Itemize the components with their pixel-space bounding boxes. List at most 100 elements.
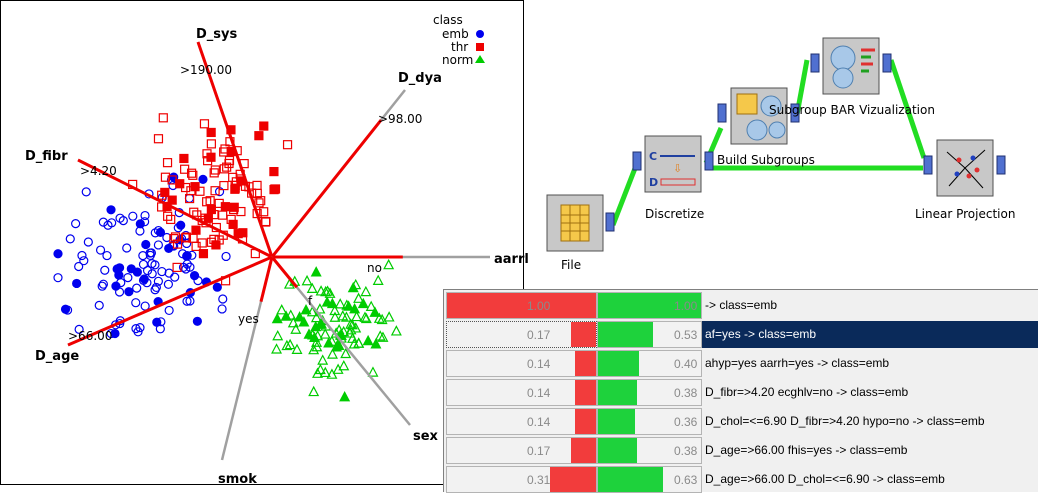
linear-projection-plot[interactable]: D_sys >190.00 D_dya >98.00 D_fibr >4.20 … xyxy=(0,0,530,491)
rule-row[interactable]: 0.17 0.38 D_age=>66.00 fhis=yes -> class=e… xyxy=(444,435,1038,466)
rule-row[interactable]: 0.31 0.63 D_age=>66.00 D_chol=<=6.90 -> cl… xyxy=(444,464,1038,495)
data-point-norm xyxy=(310,266,322,277)
rule-row[interactable]: 0.14 0.38 D_fibr=>4.20 ecghlv=no -> class=… xyxy=(444,377,1038,408)
projection-input-port[interactable] xyxy=(923,155,933,175)
data-point-emb xyxy=(118,216,128,226)
data-point-thr xyxy=(219,147,229,157)
data-point-norm xyxy=(324,287,336,298)
anchor-value-d-dya: >98.00 xyxy=(378,112,422,126)
data-point-thr xyxy=(203,213,213,223)
data-point-emb xyxy=(106,328,116,339)
data-point-thr xyxy=(190,182,200,192)
data-point-thr xyxy=(158,113,168,123)
confidence-value: 0.38 xyxy=(674,386,698,400)
data-point-norm xyxy=(390,325,402,336)
subgroups-input-port[interactable] xyxy=(717,103,727,123)
data-point-emb xyxy=(74,324,84,334)
confidence-bar xyxy=(598,438,638,463)
data-point-thr xyxy=(236,206,246,217)
data-point-thr xyxy=(210,186,220,196)
data-point-emb xyxy=(140,210,150,221)
data-point-norm xyxy=(383,258,395,270)
support-value: 0.14 xyxy=(527,357,551,371)
support-value: 0.17 xyxy=(527,328,551,342)
data-point-emb xyxy=(122,243,132,253)
data-point-emb xyxy=(153,240,164,250)
rule-text: ahyp=yes aarrh=yes -> class=emb xyxy=(705,356,890,370)
legend-label-norm: norm xyxy=(442,53,473,67)
projection-output-port[interactable] xyxy=(996,155,1006,175)
data-point-emb xyxy=(131,298,141,308)
data-point-thr xyxy=(205,196,215,206)
rule-row[interactable]: 0.14 0.36 D_chol=<=6.90 D_fibr=>4.20 hypo=… xyxy=(444,406,1038,437)
data-point-emb xyxy=(94,300,104,310)
anchor-axis-highlight xyxy=(270,256,298,289)
data-point-thr xyxy=(199,119,210,129)
bar-output-port[interactable] xyxy=(882,53,892,73)
support-value: 1.00 xyxy=(527,299,551,313)
plot-frame xyxy=(0,0,524,485)
rule-row[interactable]: 0.14 0.40 ahyp=yes aarrh=yes -> class=emb xyxy=(444,348,1038,379)
support-cell: 1.00 xyxy=(446,292,597,319)
legend-marker-emb xyxy=(476,30,484,38)
data-point-emb xyxy=(164,243,174,254)
data-point-thr xyxy=(180,233,191,243)
anchor-axis-highlight xyxy=(196,41,274,258)
bar-input-port[interactable] xyxy=(810,53,820,73)
data-point-thr xyxy=(191,225,201,235)
confidence-cell: 0.38 xyxy=(597,379,702,406)
data-point-emb xyxy=(187,250,197,260)
discretize-input-port[interactable] xyxy=(632,151,642,171)
widget-linear-projection[interactable]: Linear Projection xyxy=(915,139,1015,221)
data-point-norm xyxy=(369,306,381,317)
data-point-emb xyxy=(114,287,125,297)
data-point-emb xyxy=(162,232,172,243)
rule-row[interactable]: 0.17 0.53 af=yes -> class=emb xyxy=(444,319,1038,350)
data-point-norm xyxy=(314,318,326,329)
data-point-norm xyxy=(383,311,395,322)
discretize-output-port[interactable] xyxy=(704,151,714,171)
widget-build-subgroups[interactable]: Build Subgroups xyxy=(717,87,815,167)
support-bar xyxy=(575,380,596,405)
widget-subgroup-bar[interactable]: Subgroup BAR Vizualization xyxy=(769,37,935,117)
data-point-norm xyxy=(301,274,313,286)
confidence-value: 0.38 xyxy=(674,444,698,458)
data-point-thr xyxy=(270,184,281,194)
data-point-norm xyxy=(306,282,318,294)
data-point-norm xyxy=(340,347,352,359)
data-point-emb xyxy=(139,274,149,284)
subgroups-output-port[interactable] xyxy=(790,103,800,123)
anchor-label-d-age: D_age xyxy=(35,349,79,364)
file-output-port[interactable] xyxy=(605,212,615,232)
projection-icon xyxy=(946,149,986,189)
support-value: 0.14 xyxy=(527,386,551,400)
data-point-thr xyxy=(254,198,264,208)
support-bar xyxy=(570,322,596,347)
confidence-cell: 1.00 xyxy=(597,292,702,319)
support-bar xyxy=(570,438,596,463)
anchor-value-smok: yes xyxy=(238,312,259,326)
data-point-norm xyxy=(310,311,322,323)
data-point-norm xyxy=(362,334,374,346)
data-point-thr xyxy=(269,185,279,195)
data-point-emb xyxy=(181,264,191,274)
legend-label-thr: thr xyxy=(451,40,468,54)
data-point-thr xyxy=(261,216,271,227)
data-point-thr xyxy=(209,234,219,244)
data-point-norm xyxy=(314,303,326,314)
data-point-thr xyxy=(160,187,170,198)
widget-discretize[interactable]: C ⇩ D Discretize xyxy=(632,135,714,221)
data-point-emb xyxy=(77,250,87,261)
data-point-emb xyxy=(124,287,134,297)
data-point-norm xyxy=(311,340,323,352)
subgroup-rules-table[interactable]: 1.00 1.00 -> class=emb 0.17 0.53 af=yes -> cl… xyxy=(443,289,1038,495)
data-point-emb xyxy=(79,256,89,266)
widget-canvas[interactable]: File C ⇩ D Discretize Build Subgroups xyxy=(535,0,1038,290)
data-point-norm xyxy=(353,292,365,303)
rule-row[interactable]: 1.00 1.00 -> class=emb xyxy=(444,290,1038,321)
data-point-norm xyxy=(365,300,377,311)
legend-label-emb: emb xyxy=(442,27,469,41)
anchor-value-d-fibr: >4.20 xyxy=(80,164,117,178)
data-point-emb xyxy=(81,187,91,197)
widget-file[interactable]: File xyxy=(546,194,615,272)
